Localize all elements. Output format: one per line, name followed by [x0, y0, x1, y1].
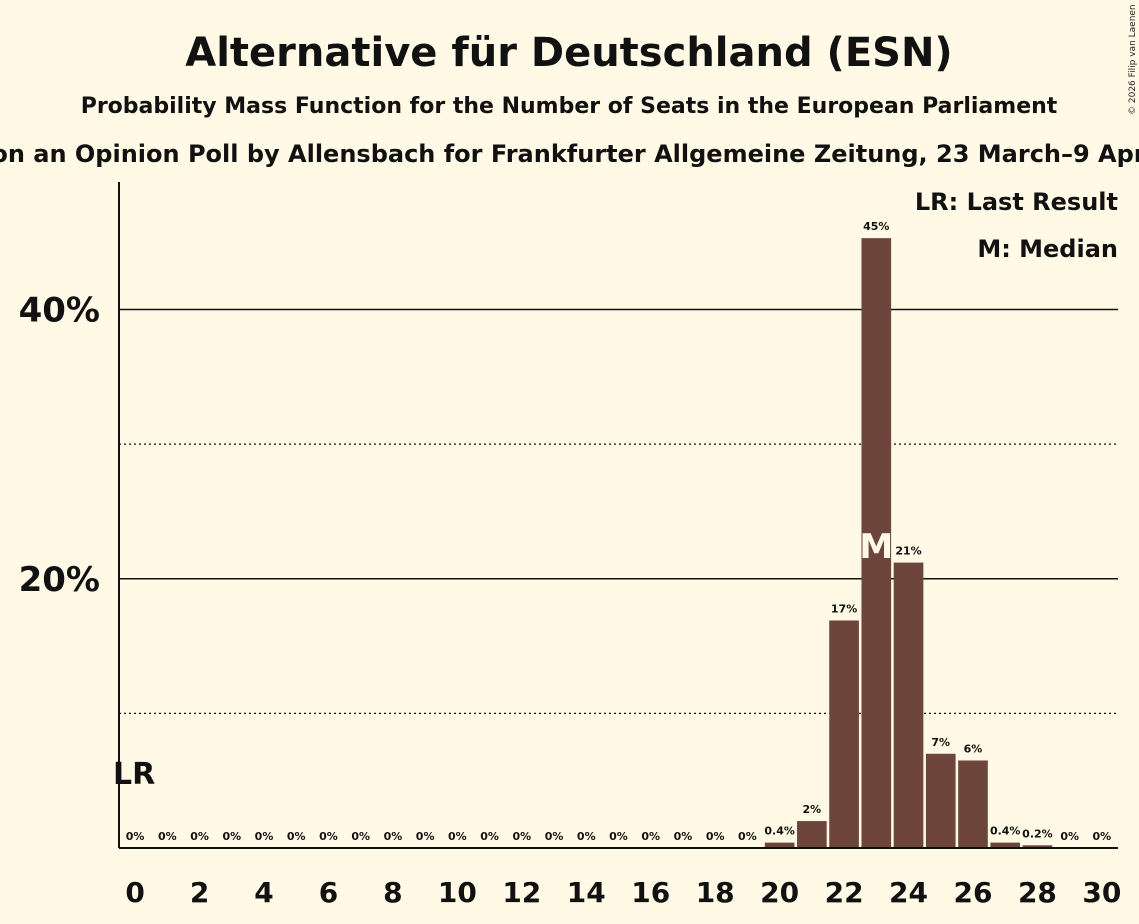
x-tick-label: 2 — [190, 876, 209, 909]
chart-title: Alternative für Deutschland (ESN) — [185, 30, 952, 76]
bar-value-label: 0% — [609, 830, 628, 843]
x-tick-label: 4 — [254, 876, 273, 909]
last-result-marker: LR — [113, 757, 155, 792]
bar-value-label: 7% — [931, 736, 950, 749]
x-tick-label: 24 — [889, 876, 928, 909]
bar-value-label: 45% — [863, 220, 889, 233]
bar — [925, 753, 956, 848]
y-axis-ticks: 20% 40% — [19, 291, 100, 600]
x-tick-label: 26 — [953, 876, 992, 909]
bar-value-label: 0% — [738, 830, 757, 843]
bar — [829, 620, 859, 848]
gridlines — [119, 308, 1118, 714]
bar-value-label: 17% — [831, 602, 857, 615]
bar-value-label: 0% — [190, 830, 209, 843]
bar — [861, 238, 892, 848]
bar-value-label: 0% — [641, 830, 660, 843]
bar-value-label: 0% — [351, 830, 370, 843]
x-tick-label: 20 — [760, 876, 799, 909]
bar-value-label: 0% — [255, 830, 274, 843]
bar-value-label: 0% — [319, 830, 338, 843]
bar-value-label: 0% — [480, 830, 499, 843]
bar-value-label: 0% — [1060, 830, 1079, 843]
bar — [958, 760, 988, 848]
chart-source: Based on an Opinion Poll by Allensbach f… — [0, 140, 1139, 168]
bar-value-label: 0.2% — [1022, 827, 1053, 840]
bar — [764, 842, 795, 848]
x-tick-label: 22 — [825, 876, 864, 909]
copyright-notice: © 2026 Filip van Laenen — [1128, 4, 1138, 115]
x-tick-label: 10 — [438, 876, 477, 909]
median-marker: M — [859, 527, 893, 567]
bar-value-label: 0% — [287, 830, 306, 843]
bar-value-label: 21% — [895, 545, 921, 558]
x-tick-label: 8 — [383, 876, 402, 909]
bar-value-label: 0% — [416, 830, 435, 843]
bar-value-label: 0.4% — [990, 825, 1021, 838]
bar-value-label: 0% — [384, 830, 403, 843]
y-tick-label: 20% — [19, 560, 100, 600]
bar-value-label: 6% — [964, 742, 983, 755]
y-tick-label: 40% — [19, 291, 100, 331]
bar-value-label: 0% — [577, 830, 596, 843]
legend-last-result: LR: Last Result — [915, 188, 1118, 216]
bar-value-label: 0% — [545, 830, 564, 843]
bar-value-label: 0% — [126, 830, 145, 843]
x-tick-label: 6 — [319, 876, 338, 909]
x-tick-label: 16 — [631, 876, 670, 909]
bar-value-label: 0% — [158, 830, 177, 843]
bar — [1022, 845, 1053, 848]
x-tick-label: 12 — [502, 876, 541, 909]
bar-value-label: 0% — [448, 830, 467, 843]
bar-value-label: 2% — [803, 803, 822, 816]
bar — [990, 842, 1021, 848]
bar-value-label: 0.4% — [764, 825, 795, 838]
bar — [893, 562, 924, 848]
bar-labels: 0% 0% 0% 0% 0% 0% 0% 0% 0% 0% 0% 0% 0% 0% 0% 0% 0% 0% 0% 0%… — [126, 220, 1111, 843]
x-tick-label: 30 — [1082, 876, 1121, 909]
x-tick-label: 14 — [567, 876, 606, 909]
bar-value-label: 0% — [1093, 830, 1112, 843]
bars — [764, 238, 1053, 848]
legend-median: M: Median — [977, 235, 1118, 263]
x-tick-label: 18 — [696, 876, 735, 909]
bar-value-label: 0% — [674, 830, 693, 843]
x-tick-label: 0 — [125, 876, 144, 909]
x-tick-label: 28 — [1018, 876, 1057, 909]
bar-value-label: 0% — [706, 830, 725, 843]
x-axis-ticks: 0 2 4 6 8 10 12 14 16 18 20 22 24 26 28 30 — [125, 876, 1121, 909]
bar-value-label: 0% — [512, 830, 531, 843]
bar — [797, 821, 827, 848]
chart-subtitle: Probability Mass Function for the Number… — [81, 94, 1058, 119]
bar-value-label: 0% — [222, 830, 241, 843]
